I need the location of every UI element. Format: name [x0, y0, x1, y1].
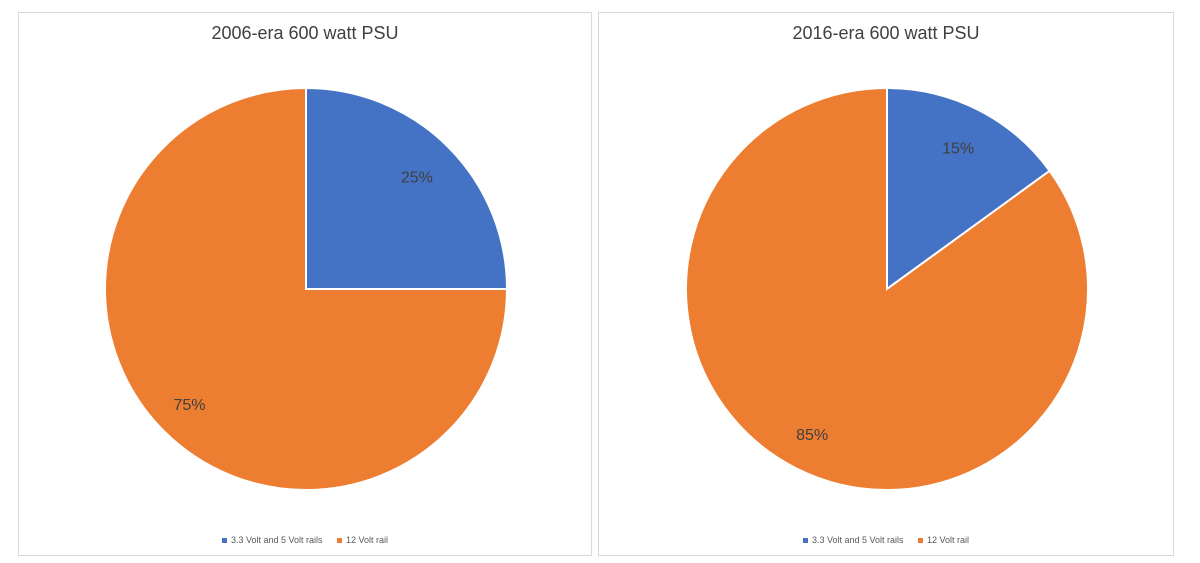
legend-swatch-icon	[337, 538, 343, 544]
legend-item: 12 Volt rail	[918, 535, 969, 545]
legend: 3.3 Volt and 5 Volt rails 12 Volt rail	[19, 535, 591, 545]
legend-item: 3.3 Volt and 5 Volt rails	[802, 535, 904, 545]
data-label: 25%	[401, 169, 433, 186]
legend-label: 3.3 Volt and 5 Volt rails	[230, 535, 323, 545]
pie-plot: 15% 85%	[685, 86, 1089, 491]
legend-label: 12 Volt rail	[927, 535, 970, 545]
legend-swatch-icon	[221, 538, 227, 544]
pie-chart-2006: 2006-era 600 watt PSU 25% 75% 3.3 Volt an…	[18, 12, 592, 556]
pie-chart-2016: 2016-era 600 watt PSU 15% 85% 3.3 Volt an…	[598, 12, 1174, 556]
legend-item: 3.3 Volt and 5 Volt rails	[221, 535, 323, 545]
pie-plot: 25% 75%	[104, 86, 509, 491]
legend: 3.3 Volt and 5 Volt rails 12 Volt rail	[599, 535, 1173, 545]
pie-slice	[104, 86, 509, 491]
legend-label: 12 Volt rail	[346, 535, 389, 545]
pie-slice	[886, 86, 1052, 291]
legend-label: 3.3 Volt and 5 Volt rails	[811, 535, 904, 545]
data-label: 15%	[942, 141, 974, 158]
legend-swatch-icon	[918, 538, 924, 544]
pie-slice	[685, 86, 1089, 491]
legend-item: 12 Volt rail	[337, 535, 388, 545]
data-label: 75%	[173, 397, 205, 414]
pie-slice	[305, 86, 509, 290]
chart-title: 2006-era 600 watt PSU	[211, 23, 399, 43]
legend-swatch-icon	[802, 538, 808, 544]
chart-title: 2016-era 600 watt PSU	[792, 23, 980, 43]
data-label: 85%	[796, 427, 828, 444]
